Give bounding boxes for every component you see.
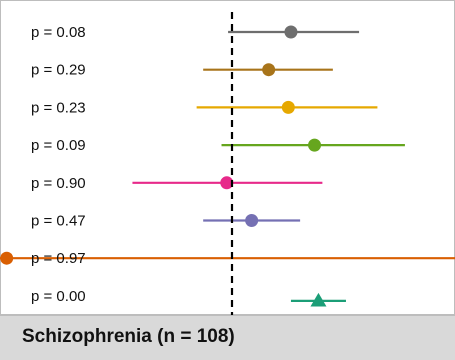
p-value-label-4: p = 0.90 <box>31 175 86 192</box>
p-value-label-1: p = 0.29 <box>31 62 86 79</box>
estimate-point-5 <box>245 214 259 227</box>
estimate-point-1 <box>262 63 276 77</box>
estimate-point-2 <box>281 100 295 114</box>
p-value-label-5: p = 0.47 <box>31 213 86 230</box>
estimate-point-4 <box>220 176 234 190</box>
p-value-label-7: p = 0.00 <box>31 288 86 305</box>
labels-layer: p = 0.08 p = 0.29 p = 0.23 p = 0.09 p = 0.90… <box>31 24 86 305</box>
facet-strip-title: Schizophrenia (n = 108) <box>22 326 235 347</box>
forest-plot: p = 0.08 p = 0.29 p = 0.23 p = 0.09 p = 0.90… <box>0 0 455 315</box>
estimate-triangle-7 <box>310 292 327 307</box>
estimate-point-0 <box>284 25 298 39</box>
facet-strip: Schizophrenia (n = 108) <box>0 315 455 360</box>
estimate-point-3 <box>308 138 322 152</box>
p-value-label-0: p = 0.08 <box>31 24 86 41</box>
estimate-point-6 <box>0 251 14 265</box>
plot-panel-border <box>0 0 455 315</box>
p-value-label-6: p = 0.97 <box>31 250 86 267</box>
p-value-label-3: p = 0.09 <box>31 137 86 154</box>
p-value-label-2: p = 0.23 <box>31 99 86 116</box>
rows-layer <box>0 25 455 307</box>
